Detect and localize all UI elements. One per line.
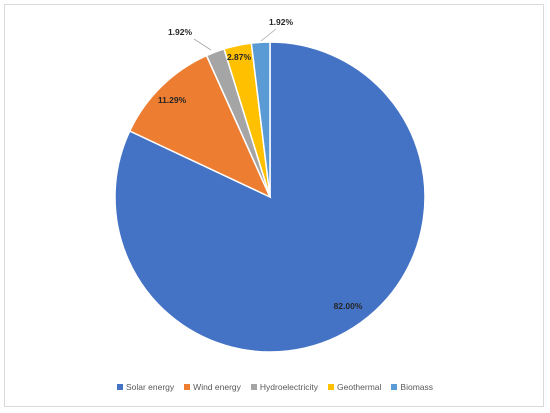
data-label: 1.92% [168,27,193,37]
legend-label: Biomass [400,382,434,392]
legend-swatch [391,384,398,390]
legend-label: Wind energy [193,382,241,392]
legend-item: Geothermal [328,382,381,392]
pie-slices [114,41,426,353]
pie-slice-wind-energy [128,54,272,199]
data-label: 1.92% [269,17,294,27]
leader-line [193,38,212,51]
legend-label: Geothermal [337,382,382,392]
pie-slice-biomass [250,41,271,198]
legend-swatch [250,384,257,390]
leader-line [260,28,277,42]
legend-item: Wind energy [184,382,241,392]
pie-data-labels: 82.00% 11.29% 1.92% 2.87% 1.92% [158,17,363,311]
data-label: 82.00% [334,301,363,311]
legend-swatch [328,384,334,390]
data-label: 2.87% [227,52,252,62]
legend-label: Hydroelectricity [259,382,318,392]
data-label: 11.29% [158,95,187,105]
legend-swatch [116,384,123,390]
legend-item: Solar energy [116,382,175,392]
legend-swatch [184,384,191,390]
legend-label: Solar energy [125,382,175,392]
chart-legend: Solar energy Wind energy Hydroelectricity G… [0,382,550,392]
legend-item: Biomass [391,382,433,392]
legend-item: Hydroelectricity [250,382,318,392]
